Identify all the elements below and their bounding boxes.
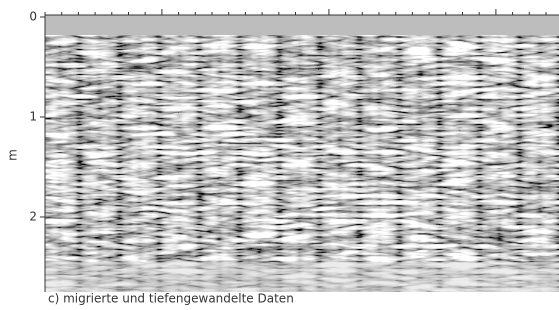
y-tick-label: 1 — [29, 110, 37, 124]
y-tick-label: 2 — [29, 210, 37, 224]
figure: m c) migrierte und tiefengewandelte Date… — [0, 0, 559, 310]
page: {"axis": {"label": "m", "ylim": [0, 2.75… — [0, 0, 559, 310]
radargram — [45, 15, 559, 292]
air-band — [45, 15, 559, 35]
noise-band — [45, 262, 559, 292]
caption: c) migrierte und tiefengewandelte Daten — [48, 292, 294, 306]
top-ticks — [45, 9, 546, 15]
y-tick-label: 0 — [29, 10, 37, 24]
y-axis-label: m — [6, 149, 20, 161]
